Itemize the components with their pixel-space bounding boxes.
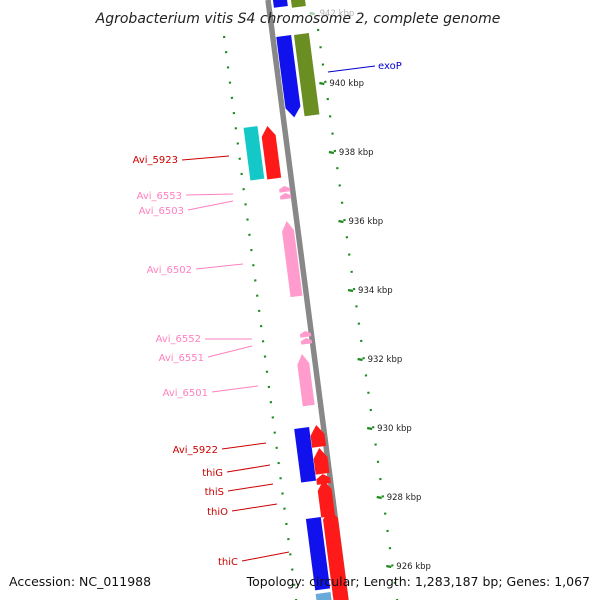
- leader-this: [228, 484, 273, 491]
- leader-exop: [328, 66, 375, 72]
- scale-tick-mark: [386, 566, 391, 567]
- leader-avi-6501: [212, 386, 258, 392]
- gene-label-avi-5922[interactable]: Avi_5922: [173, 445, 218, 456]
- map-title: Agrobacterium vitis S4 chromosome 2, com…: [95, 11, 501, 27]
- scale-tick-label: 940 kbp: [329, 79, 364, 89]
- leader-avi-6502: [196, 264, 243, 269]
- gene-label-this[interactable]: thiS: [205, 487, 224, 498]
- scale-tick-mark: [319, 83, 324, 84]
- scale-tick-mark: [358, 359, 363, 360]
- summary-text: Topology: circular; Length: 1,283,187 bp…: [246, 574, 590, 589]
- gene-label-avi-6502[interactable]: Avi_6502: [147, 265, 192, 276]
- gene-feature-avi-5923[interactable]: [260, 125, 281, 179]
- gene-feature-bottom-blue[interactable]: [316, 592, 332, 600]
- scale-tick-label: 928 kbp: [387, 493, 422, 503]
- leader-avi-6553: [186, 194, 233, 195]
- scale-tick-mark: [329, 152, 334, 153]
- gene-label-thig[interactable]: thiG: [202, 468, 223, 479]
- gene-feature-top-blue[interactable]: [272, 0, 287, 8]
- scale-tick-mark: [367, 428, 372, 429]
- scale-tick-label: 926 kbp: [396, 562, 431, 572]
- leader-avi-5923: [182, 156, 229, 160]
- scale-tick-label: 938 kbp: [339, 148, 374, 158]
- leader-thic: [242, 552, 289, 561]
- gene-feature-avi-6501[interactable]: [296, 353, 315, 406]
- gene-label-thio[interactable]: thiO: [207, 507, 228, 518]
- scale-tick-mark: [348, 290, 353, 291]
- scale-tick-label: 930 kbp: [377, 424, 412, 434]
- gene-feature-avi-6503[interactable]: [280, 192, 292, 199]
- gene-features: [244, 0, 349, 600]
- gene-label-avi-6503[interactable]: Avi_6503: [139, 206, 184, 217]
- scale-tick-label: 936 kbp: [348, 217, 383, 227]
- gene-label-avi-6501[interactable]: Avi_6501: [163, 388, 208, 399]
- gene-label-avi-6552[interactable]: Avi_6552: [156, 334, 201, 345]
- leader-thig: [227, 465, 270, 472]
- gene-label-avi-5923[interactable]: Avi_5923: [133, 155, 178, 166]
- scale-tick-mark: [377, 497, 382, 498]
- gene-label-thic[interactable]: thiC: [218, 557, 238, 568]
- leader-avi-6551: [208, 346, 252, 357]
- leader-avi-5922: [222, 443, 266, 449]
- leader-avi-6503: [188, 201, 233, 210]
- gene-label-avi-6553[interactable]: Avi_6553: [137, 191, 182, 202]
- gene-label-exop[interactable]: exoP: [378, 61, 402, 72]
- leader-thio: [232, 504, 277, 511]
- scale-tick-label: 934 kbp: [358, 286, 393, 296]
- accession-text: Accession: NC_011988: [9, 574, 151, 589]
- gene-feature-top-olive[interactable]: [290, 0, 305, 8]
- gene-feature-avi-6553[interactable]: [279, 185, 291, 192]
- scale-tick-label: 932 kbp: [368, 355, 403, 365]
- gene-label-avi-6551[interactable]: Avi_6551: [159, 353, 204, 364]
- gene-feature-cyan[interactable]: [244, 126, 265, 180]
- scale-tick-mark: [338, 221, 343, 222]
